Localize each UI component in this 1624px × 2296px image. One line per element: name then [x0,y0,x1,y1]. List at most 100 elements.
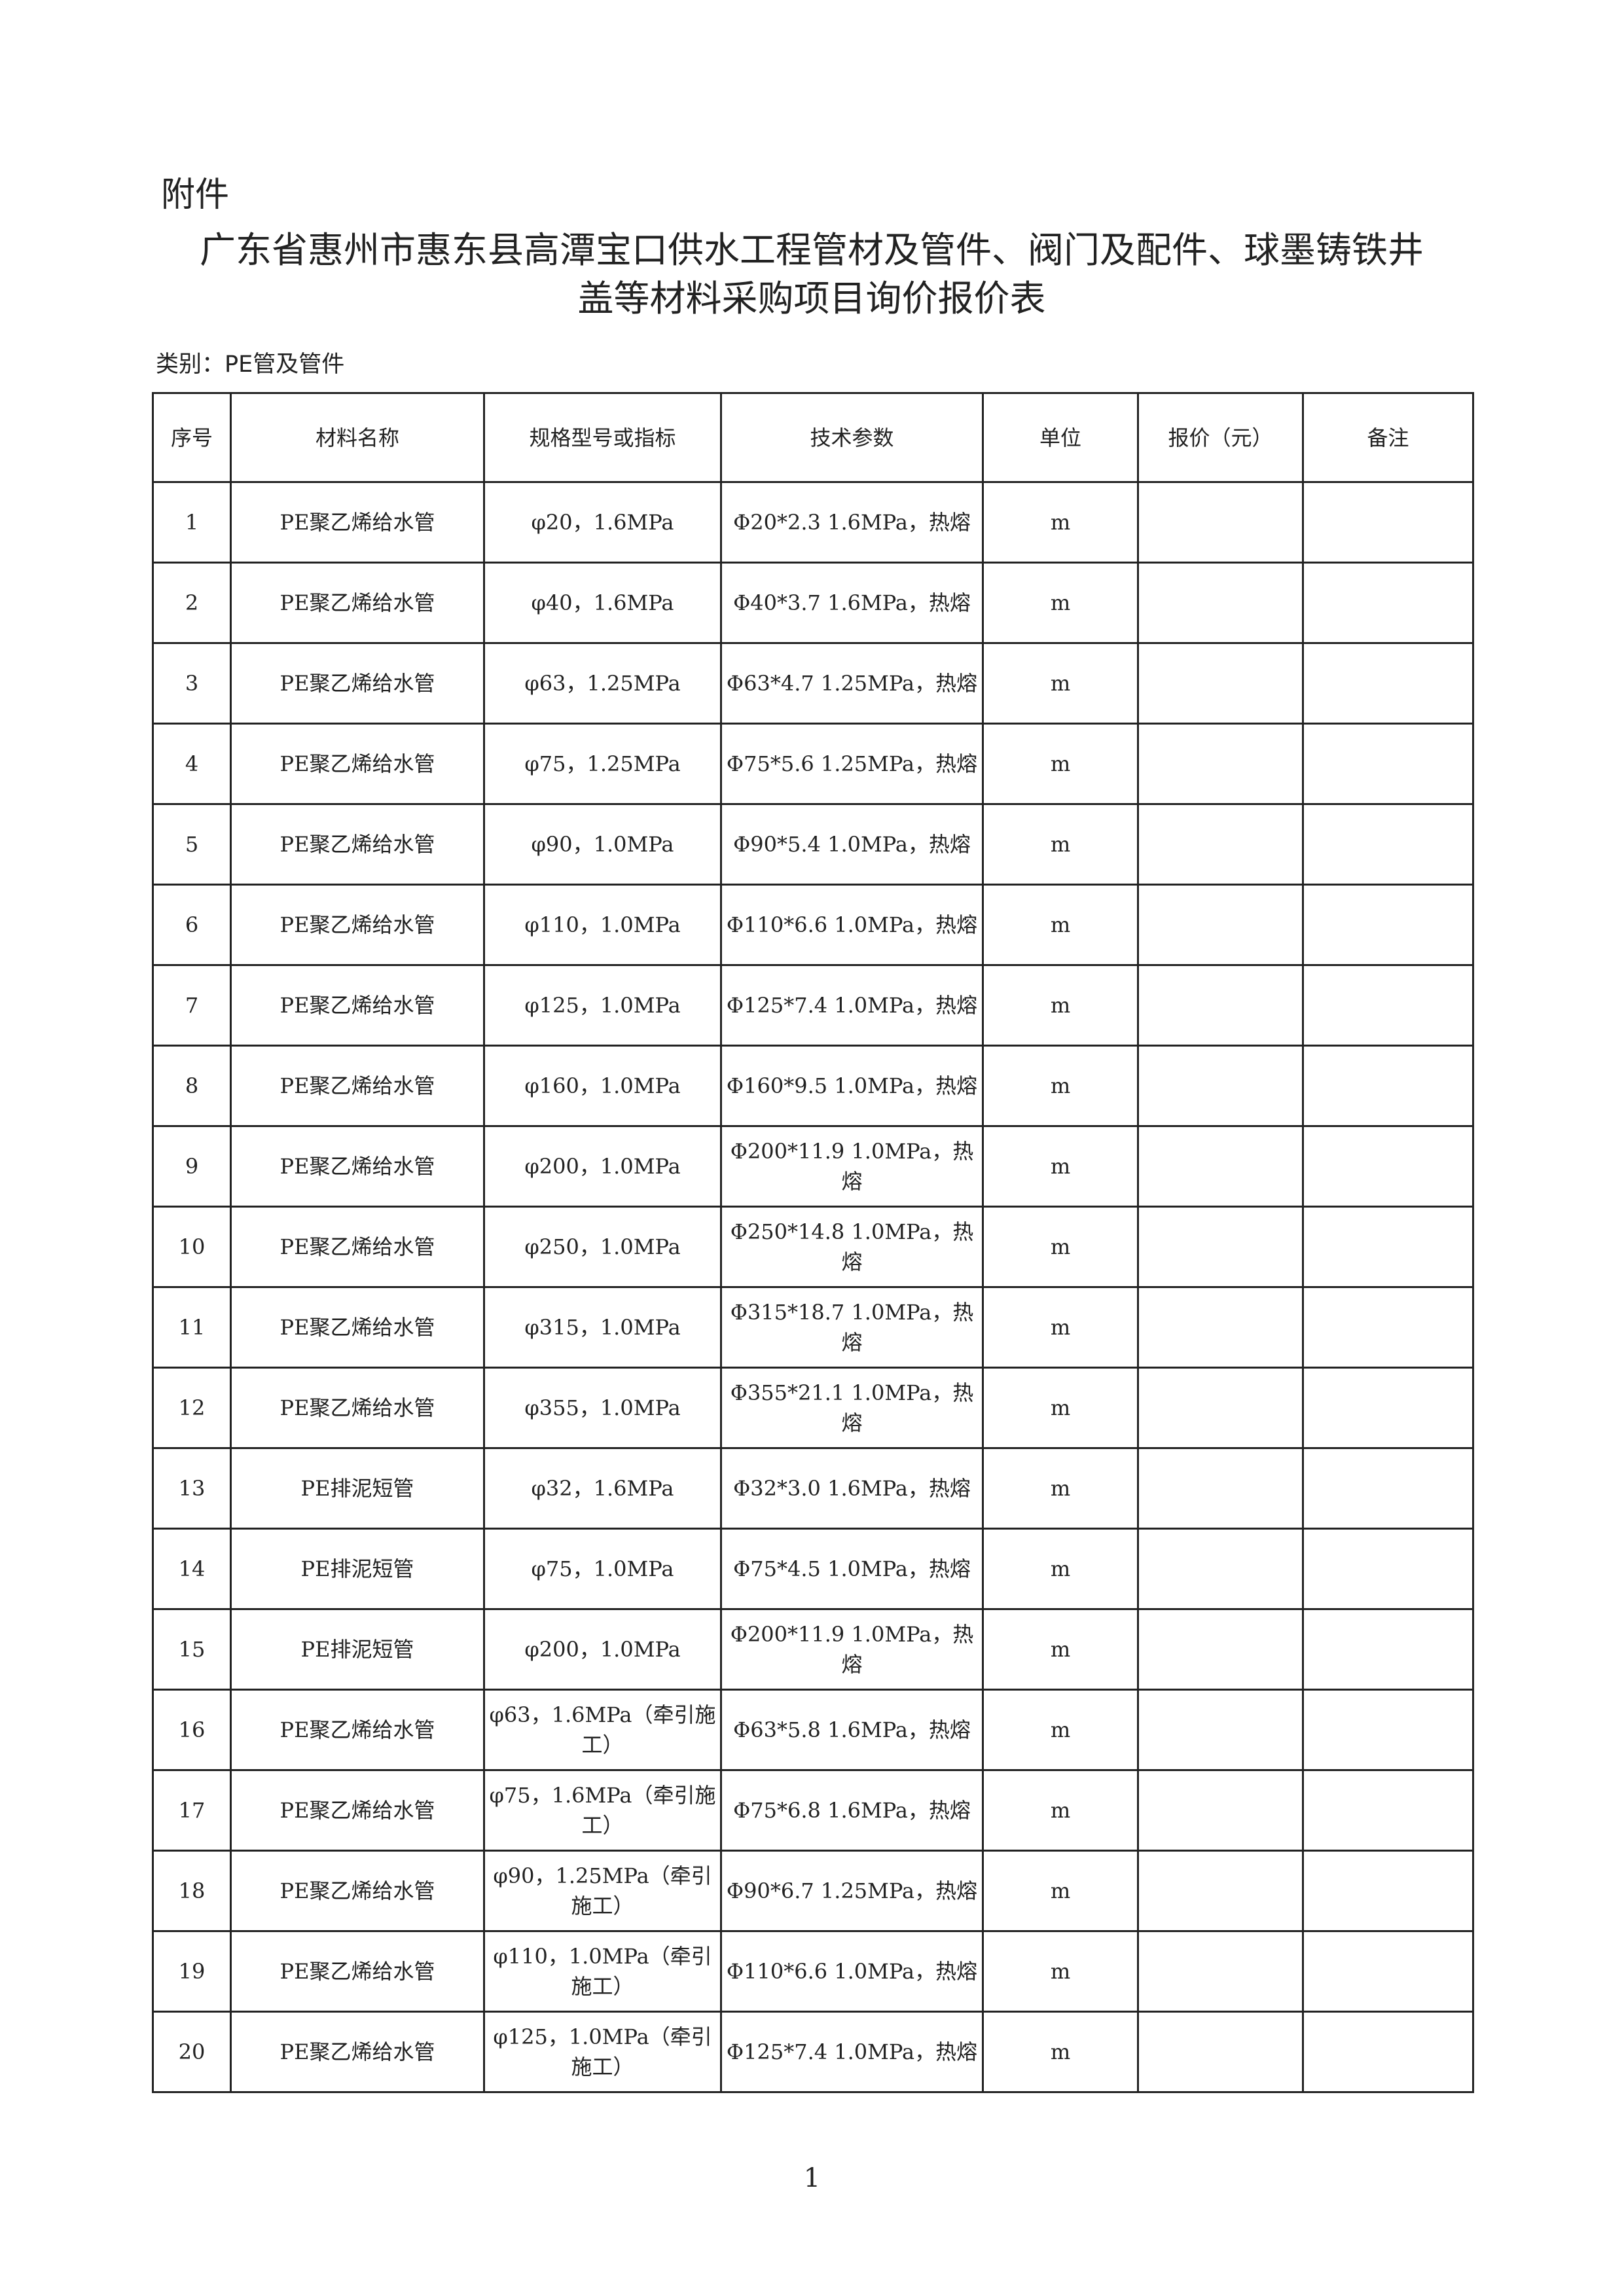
cell-unit: m [982,1528,1139,1610]
table-body: 1 PE聚乙烯给水管 φ20，1.6MPa Φ20*2.3 1.6MPa，热熔 m 2 PE… [152,481,1474,2093]
cell-tech-params: Φ75*5.6 1.25MPa，热熔 [720,723,984,805]
cell-index: 13 [152,1447,232,1530]
cell-spec: φ90，1.25MPa（牵引施工） [483,1850,722,1932]
cell-remarks[interactable] [1302,1125,1474,1208]
cell-index: 10 [152,1206,232,1288]
cell-tech-params: Φ75*4.5 1.0MPa，热熔 [720,1528,984,1610]
cell-spec: φ200，1.0MPa [483,1125,722,1208]
cell-material-name: PE聚乙烯给水管 [230,884,485,966]
cell-unit: m [982,1367,1139,1449]
cell-price[interactable] [1137,1769,1304,1852]
cell-unit: m [982,1850,1139,1932]
cell-index: 20 [152,2011,232,2093]
cell-index: 6 [152,884,232,966]
cell-price[interactable] [1137,1206,1304,1288]
cell-remarks[interactable] [1302,1286,1474,1369]
cell-tech-params: Φ200*11.9 1.0MPa，热熔 [720,1608,984,1691]
cell-index: 14 [152,1528,232,1610]
table-row: 16 PE聚乙烯给水管 φ63，1.6MPa（牵引施工） Φ63*5.8 1.6MPa… [152,1689,1474,1771]
cell-price[interactable] [1137,1367,1304,1449]
cell-material-name: PE聚乙烯给水管 [230,481,485,564]
header-col-material-name: 材料名称 [230,392,485,483]
cell-material-name: PE聚乙烯给水管 [230,723,485,805]
cell-spec: φ75，1.6MPa（牵引施工） [483,1769,722,1852]
cell-index: 11 [152,1286,232,1369]
cell-price[interactable] [1137,1528,1304,1610]
category-label: 类别：PE管及管件 [156,351,345,378]
cell-spec: φ63，1.6MPa（牵引施工） [483,1689,722,1771]
cell-material-name: PE聚乙烯给水管 [230,1689,485,1771]
cell-remarks[interactable] [1302,884,1474,966]
cell-remarks[interactable] [1302,1608,1474,1691]
quotation-table: 序号 材料名称 规格型号或指标 技术参数 单位 报价（元） 备注 1 PE聚乙烯给水管 φ20，… [152,392,1474,2093]
cell-price[interactable] [1137,723,1304,805]
cell-price[interactable] [1137,884,1304,966]
document-title: 广东省惠州市惠东县高潭宝口供水工程管材及管件、阀门及配件、球墨铸铁井 盖等材料采… [124,226,1499,323]
cell-material-name: PE聚乙烯给水管 [230,2011,485,2093]
table-row: 6 PE聚乙烯给水管 φ110，1.0MPa Φ110*6.6 1.0MPa，热熔 m [152,884,1474,966]
cell-price[interactable] [1137,1850,1304,1932]
cell-index: 8 [152,1045,232,1127]
cell-tech-params: Φ90*6.7 1.25MPa，热熔 [720,1850,984,1932]
cell-remarks[interactable] [1302,803,1474,886]
cell-tech-params: Φ63*4.7 1.25MPa，热熔 [720,642,984,725]
cell-remarks[interactable] [1302,1045,1474,1127]
cell-price[interactable] [1137,1286,1304,1369]
cell-spec: φ200，1.0MPa [483,1608,722,1691]
cell-remarks[interactable] [1302,1850,1474,1932]
cell-price[interactable] [1137,642,1304,725]
cell-price[interactable] [1137,2011,1304,2093]
cell-spec: φ90，1.0MPa [483,803,722,886]
cell-remarks[interactable] [1302,481,1474,564]
cell-index: 18 [152,1850,232,1932]
cell-remarks[interactable] [1302,723,1474,805]
cell-index: 5 [152,803,232,886]
cell-price[interactable] [1137,1447,1304,1530]
cell-spec: φ75，1.0MPa [483,1528,722,1610]
cell-spec: φ75，1.25MPa [483,723,722,805]
cell-material-name: PE排泥短管 [230,1528,485,1610]
cell-remarks[interactable] [1302,1206,1474,1288]
cell-price[interactable] [1137,1125,1304,1208]
cell-index: 4 [152,723,232,805]
cell-material-name: PE聚乙烯给水管 [230,1125,485,1208]
table-row: 3 PE聚乙烯给水管 φ63，1.25MPa Φ63*4.7 1.25MPa，热熔 m [152,642,1474,725]
cell-unit: m [982,562,1139,644]
cell-tech-params: Φ160*9.5 1.0MPa，热熔 [720,1045,984,1127]
cell-price[interactable] [1137,1608,1304,1691]
cell-remarks[interactable] [1302,1689,1474,1771]
table-header-row: 序号 材料名称 规格型号或指标 技术参数 单位 报价（元） 备注 [152,392,1474,483]
cell-remarks[interactable] [1302,562,1474,644]
cell-tech-params: Φ75*6.8 1.6MPa，热熔 [720,1769,984,1852]
cell-remarks[interactable] [1302,642,1474,725]
table-row: 10 PE聚乙烯给水管 φ250，1.0MPa Φ250*14.8 1.0MPa，热熔… [152,1206,1474,1288]
cell-spec: φ110，1.0MPa [483,884,722,966]
cell-spec: φ110，1.0MPa（牵引施工） [483,1930,722,2013]
cell-unit: m [982,1206,1139,1288]
table-row: 15 PE排泥短管 φ200，1.0MPa Φ200*11.9 1.0MPa，热熔 m [152,1608,1474,1691]
table-row: 18 PE聚乙烯给水管 φ90，1.25MPa（牵引施工） Φ90*6.7 1.25M… [152,1850,1474,1932]
table-row: 14 PE排泥短管 φ75，1.0MPa Φ75*4.5 1.0MPa，热熔 m [152,1528,1474,1610]
cell-price[interactable] [1137,1045,1304,1127]
cell-spec: φ250，1.0MPa [483,1206,722,1288]
table-row: 5 PE聚乙烯给水管 φ90，1.0MPa Φ90*5.4 1.0MPa，热熔 m [152,803,1474,886]
cell-price[interactable] [1137,964,1304,1047]
cell-price[interactable] [1137,562,1304,644]
cell-index: 2 [152,562,232,644]
cell-price[interactable] [1137,1689,1304,1771]
cell-remarks[interactable] [1302,964,1474,1047]
cell-tech-params: Φ32*3.0 1.6MPa，热熔 [720,1447,984,1530]
cell-material-name: PE聚乙烯给水管 [230,1930,485,2013]
cell-remarks[interactable] [1302,1769,1474,1852]
table-row: 9 PE聚乙烯给水管 φ200，1.0MPa Φ200*11.9 1.0MPa，热熔 m [152,1125,1474,1208]
cell-remarks[interactable] [1302,1367,1474,1449]
cell-unit: m [982,1125,1139,1208]
cell-price[interactable] [1137,1930,1304,2013]
cell-price[interactable] [1137,803,1304,886]
cell-price[interactable] [1137,481,1304,564]
cell-unit: m [982,1447,1139,1530]
cell-remarks[interactable] [1302,1447,1474,1530]
cell-remarks[interactable] [1302,1930,1474,2013]
cell-remarks[interactable] [1302,2011,1474,2093]
cell-remarks[interactable] [1302,1528,1474,1610]
